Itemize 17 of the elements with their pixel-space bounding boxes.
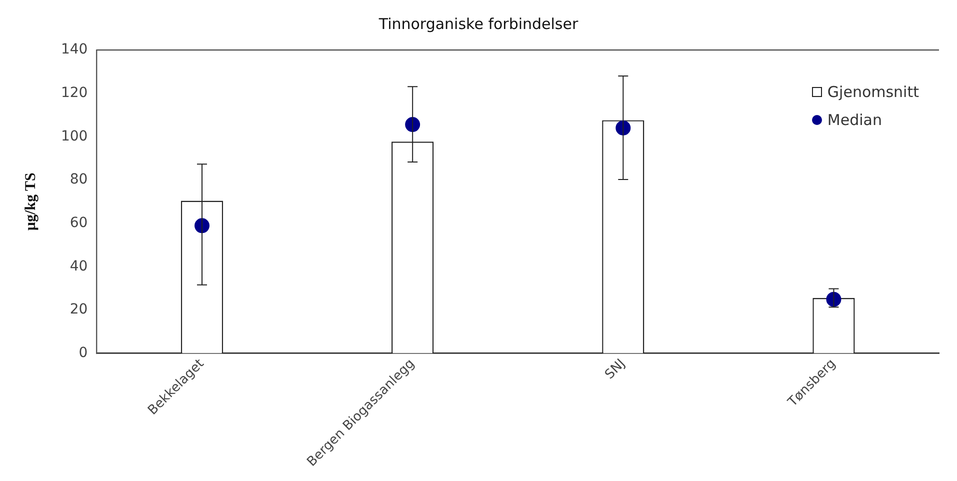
- text: Gjenomsnitt: [827, 82, 919, 103]
- y-tick-label: 100: [60, 128, 88, 144]
- x-tick-label: SNJ: [602, 356, 628, 382]
- y-tick-label: 0: [78, 344, 88, 361]
- y-tick-label: 60: [70, 214, 88, 231]
- point: [405, 117, 420, 132]
- point: [826, 292, 842, 307]
- y-tick-label: 20: [70, 302, 88, 318]
- legend-label: Median: [827, 110, 882, 131]
- chart-title: Tinnorganiske forbindelser: [378, 14, 579, 33]
- y-tick-label: 80: [70, 172, 88, 188]
- y-tick-label: 40: [70, 258, 88, 274]
- y-tick-label: 120: [60, 84, 88, 101]
- y-axis-title: µg/kg TS: [22, 172, 39, 231]
- point: [194, 218, 210, 234]
- y-tick-label: 140: [60, 42, 88, 58]
- point: [616, 120, 631, 136]
